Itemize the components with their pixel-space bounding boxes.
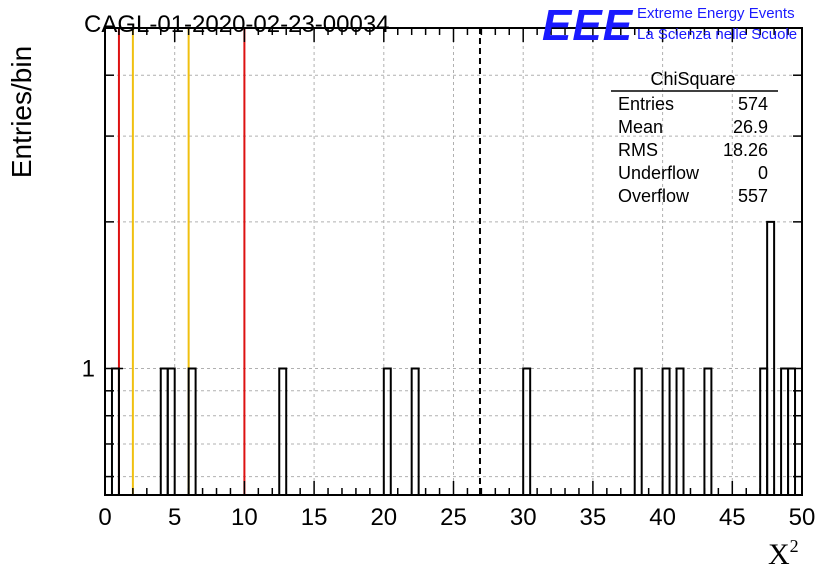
x-tick-label: 0 <box>98 504 111 531</box>
stats-row-label: Entries <box>618 94 674 114</box>
x-tick-label: 20 <box>370 504 397 531</box>
stats-row-value: 574 <box>738 94 768 114</box>
stats-row-value: 26.9 <box>733 117 768 137</box>
run-title: CAGL-01-2020-02-23-00034 <box>84 11 390 38</box>
stats-row-label: Overflow <box>618 186 690 206</box>
histogram-bin <box>522 367 532 495</box>
histogram-bin <box>780 367 790 495</box>
x-tick-label: 50 <box>789 504 816 531</box>
stats-row-label: Mean <box>618 117 663 137</box>
x-tick-label: 35 <box>580 504 607 531</box>
x-tick-label: 30 <box>510 504 537 531</box>
histogram-bin <box>633 367 643 495</box>
stats-row-value: 0 <box>758 163 768 183</box>
histogram-bin <box>410 367 420 495</box>
histogram-bin <box>278 367 288 495</box>
stats-row-label: RMS <box>618 140 658 160</box>
x-axis-label: X2 <box>768 536 799 571</box>
y-tick-label: 1 <box>82 356 95 383</box>
x-tick-label: 25 <box>440 504 467 531</box>
stats-row-value: 18.26 <box>723 140 768 160</box>
x-tick-label: 5 <box>168 504 181 531</box>
x-tick-label: 10 <box>231 504 258 531</box>
stats-row-value: 557 <box>738 186 768 206</box>
histogram-bin <box>382 367 392 495</box>
histogram-bin <box>187 367 197 495</box>
eee-logo: EEE <box>542 1 634 50</box>
logo-line-2: La Scienza nelle Scuole <box>637 26 797 43</box>
y-axis-label: Entries/bin <box>6 46 37 178</box>
histogram-bin <box>661 367 671 495</box>
logo-line-1: Extreme Energy Events <box>637 5 795 22</box>
stats-row-label: Underflow <box>618 163 700 183</box>
histogram-bin <box>675 367 685 495</box>
histogram-bin <box>766 220 776 495</box>
x-tick-label: 15 <box>301 504 328 531</box>
stats-box-title: ChiSquare <box>650 69 735 89</box>
histogram-bin <box>703 367 713 495</box>
histogram-bin <box>759 367 769 495</box>
histogram-bin <box>166 367 176 495</box>
x-tick-label: 45 <box>719 504 746 531</box>
histogram-bin <box>159 367 169 495</box>
x-tick-label: 40 <box>649 504 676 531</box>
